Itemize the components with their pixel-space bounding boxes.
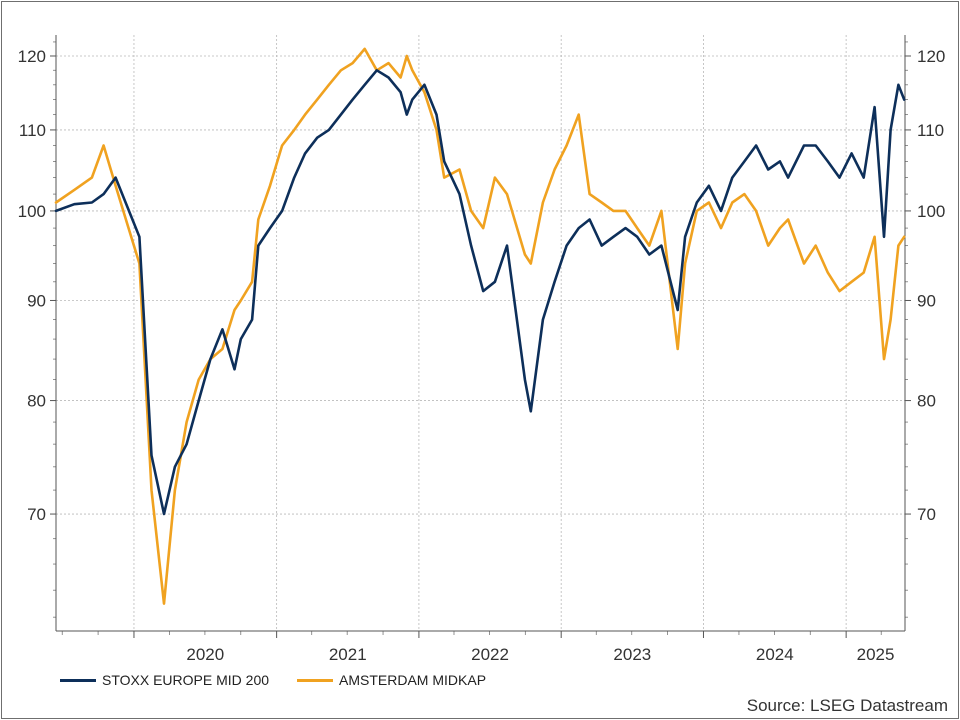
y-tick-label-right: 90 (917, 291, 936, 310)
y-tick-label-left: 120 (18, 47, 46, 66)
series-line-amsterdam-midkap (54, 47, 906, 605)
x-year-label: 2024 (756, 645, 794, 664)
legend-swatch-stoxx (60, 678, 96, 682)
grid-lines (56, 35, 905, 631)
legend-item-stoxx: STOXX EUROPE MID 200 (60, 672, 269, 688)
y-tick-label-right: 100 (917, 202, 945, 221)
x-year-label: 2020 (186, 645, 224, 664)
y-tick-label-right: 110 (917, 121, 944, 140)
legend-swatch-amsterdam (297, 678, 334, 682)
legend-label-amsterdam: AMSTERDAM MIDKAP (339, 672, 487, 688)
y-tick-label-left: 90 (27, 291, 46, 310)
x-year-label: 2025 (857, 645, 895, 664)
tick-labels: 70 70 80 80 90 90 100 100 110 110 120 120 2020 2021 20… (18, 47, 946, 664)
x-year-label: 2022 (471, 645, 509, 664)
source-note: Source: LSEG Datastream (746, 696, 948, 715)
y-tick-label-right: 120 (917, 47, 945, 66)
y-tick-label-left: 110 (19, 121, 46, 140)
series-line-stoxx-europe-mid-200 (54, 69, 906, 516)
y-tick-label-left: 100 (18, 202, 46, 221)
legend-label-stoxx: STOXX EUROPE MID 200 (102, 672, 270, 688)
x-year-label: 2023 (613, 645, 651, 664)
x-year-label: 2021 (329, 645, 367, 664)
y-tick-label-left: 70 (27, 505, 46, 524)
axes (50, 35, 911, 638)
series-lines (54, 47, 906, 605)
y-tick-label-left: 80 (27, 392, 46, 411)
legend: STOXX EUROPE MID 200 AMSTERDAM MIDKAP (60, 672, 514, 688)
y-tick-label-right: 80 (917, 392, 936, 411)
legend-item-amsterdam: AMSTERDAM MIDKAP (297, 672, 486, 688)
y-tick-label-right: 70 (917, 505, 936, 524)
